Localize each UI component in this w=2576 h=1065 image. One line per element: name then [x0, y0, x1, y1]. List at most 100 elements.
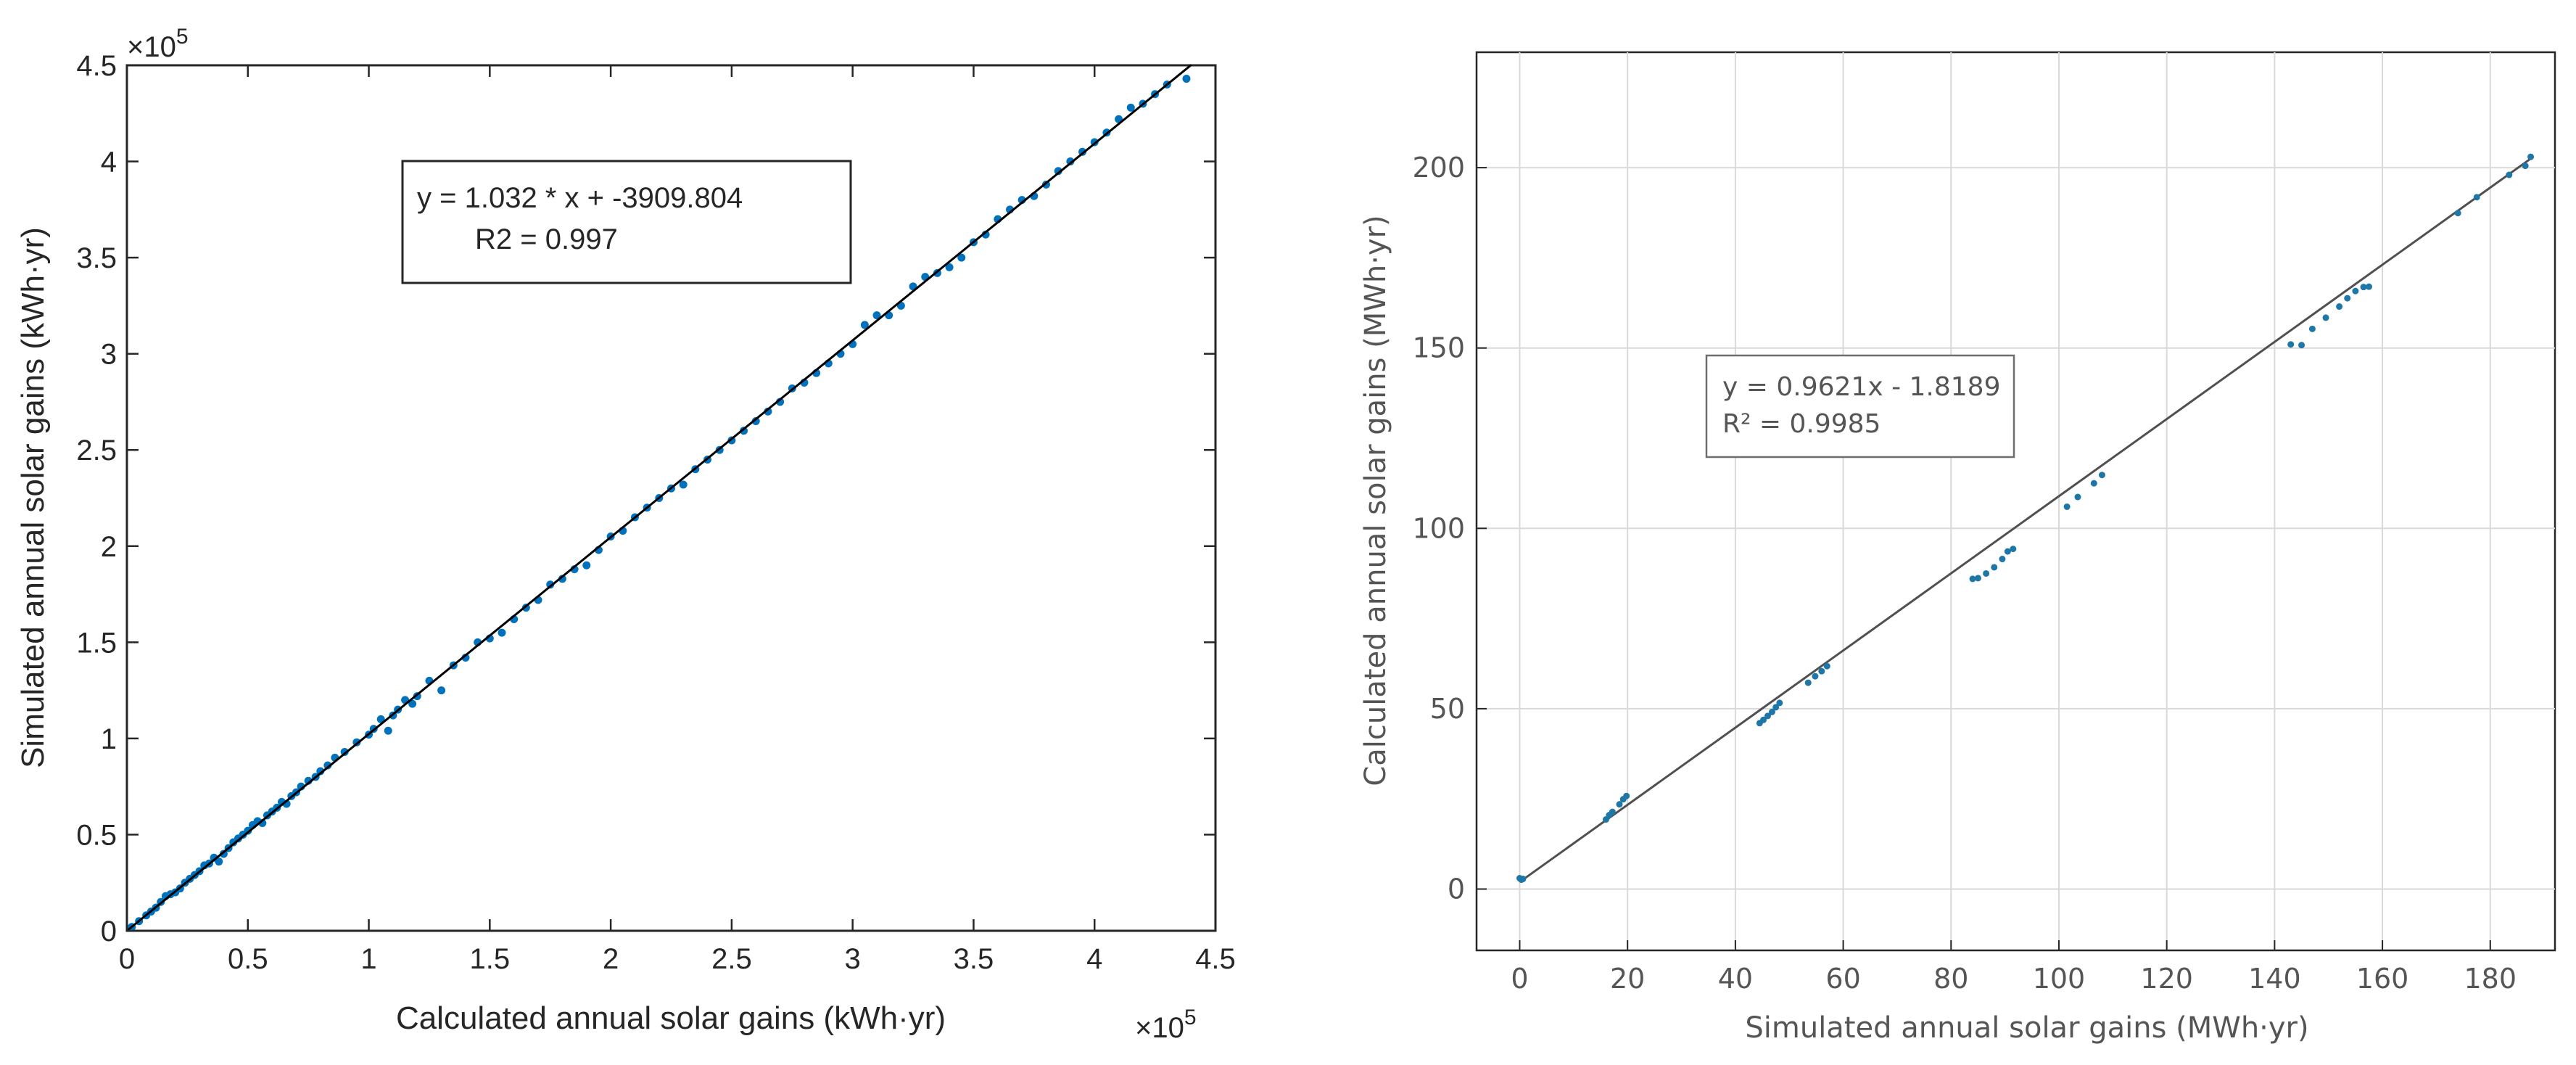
left-data-point [582, 561, 591, 569]
right-data-point [2506, 171, 2513, 178]
right-x-axis-label: Simulated annual solar gains (MWh·yr) [1745, 1011, 2308, 1045]
left-y-tick-label: 1.5 [76, 627, 117, 659]
left-y-tick-label: 0.5 [76, 819, 117, 851]
right-data-point [2298, 342, 2305, 349]
right-data-point [2473, 194, 2480, 201]
right-points-group [1516, 153, 2535, 884]
left-data-point [323, 761, 332, 770]
left-fit-line [126, 64, 1192, 932]
right-data-point [1823, 662, 1830, 670]
right-x-tick-label: 60 [1825, 963, 1860, 995]
left-x-tick-label: 0 [119, 943, 135, 975]
right-ticks-group: 0 20 40 60 80 100 120 140 160 180 0 50 100 150 200 [1412, 152, 2517, 995]
left-y-tick-label: 3.5 [76, 242, 117, 274]
left-y-tick-label: 2.5 [76, 435, 117, 466]
left-x-tick-label: 2.5 [711, 943, 752, 975]
left-y-tick-label: 1 [101, 723, 117, 755]
left-y-tick-label: 0 [101, 916, 117, 947]
left-r2-text: R2 = 0.997 [475, 223, 618, 255]
right-data-point [2336, 303, 2343, 311]
left-data-point [679, 480, 688, 489]
left-y-tick-label: 2 [101, 531, 117, 563]
left-x-tick-label: 4 [1086, 943, 1102, 975]
left-y-axis-label: Simulated annual solar gains (kWh·yr) [15, 227, 51, 768]
right-y-tick-label: 150 [1412, 332, 1465, 364]
right-data-point [1616, 801, 1623, 808]
right-data-point [2004, 548, 2011, 555]
right-y-tick-label: 100 [1412, 512, 1465, 544]
left-data-point [1054, 167, 1062, 176]
left-y-tick-label: 4.5 [76, 50, 117, 82]
right-equation-text: y = 0.9621x - 1.8189 [1722, 372, 2000, 402]
left-x-multiplier: ×105 [1135, 1006, 1197, 1044]
right-data-point [2074, 493, 2081, 501]
left-data-point [215, 858, 223, 866]
left-data-point [546, 580, 555, 589]
right-data-point [1623, 792, 1630, 799]
left-data-point [437, 686, 446, 695]
right-data-point [1999, 556, 2006, 563]
left-equation-text: y = 1.032 * x + -3909.804 [417, 182, 743, 214]
right-r2-text: R² = 0.9985 [1722, 409, 1881, 439]
left-x-axis-label: Calculated annual solar gains (kWh·yr) [396, 1000, 946, 1036]
right-data-point [1818, 667, 1825, 675]
left-data-point [957, 253, 966, 262]
right-data-point [2365, 283, 2372, 290]
right-data-point [2308, 325, 2316, 332]
right-x-tick-label: 0 [1511, 963, 1528, 995]
right-x-tick-label: 40 [1718, 963, 1753, 995]
left-y-multiplier: ×105 [127, 25, 189, 63]
right-y-tick-label: 50 [1430, 693, 1465, 725]
right-data-point [2522, 163, 2529, 170]
right-fit-line [1522, 157, 2532, 881]
left-x-tick-label: 1.5 [470, 943, 511, 975]
left-equation-box [401, 160, 852, 284]
right-y-axis-label: Calculated annual solar gains (MWh·yr) [1359, 215, 1392, 786]
left-data-point [860, 321, 869, 329]
right-equation-box [1705, 354, 2015, 459]
left-x-tick-label: 3 [845, 943, 861, 975]
right-data-point [1772, 704, 1780, 711]
right-chart: 0 20 40 60 80 100 120 140 160 180 0 50 100 150 200 Sim… [1359, 51, 2556, 1045]
left-chart: 0 0.5 1 1.5 2 2.5 3 3.5 4 4.5 0 0.5 1 1.5 2 2.5 3 3.5 4 4.5… [15, 25, 1236, 1044]
right-y-tick-label: 200 [1412, 152, 1465, 184]
right-data-point [1768, 708, 1775, 715]
right-data-point [2344, 295, 2351, 302]
right-data-point [1804, 679, 1812, 686]
right-data-point [2352, 287, 2359, 295]
right-data-point [2454, 210, 2461, 217]
left-x-tick-label: 3.5 [954, 943, 994, 975]
right-x-tick-label: 140 [2248, 963, 2301, 995]
left-data-point [1182, 75, 1191, 83]
right-data-point [1974, 575, 1981, 582]
right-x-tick-label: 100 [2033, 963, 2086, 995]
right-y-tick-label: 0 [1448, 873, 1465, 905]
right-data-point [2010, 546, 2017, 553]
left-data-point [945, 263, 954, 271]
right-data-point [1969, 575, 1976, 583]
left-x-tick-label: 4.5 [1195, 943, 1236, 975]
right-data-point [2090, 480, 2097, 487]
left-x-tick-label: 2 [603, 943, 619, 975]
right-data-point [2063, 503, 2071, 510]
left-data-point [384, 726, 392, 735]
right-data-point [1776, 699, 1783, 707]
right-x-tick-label: 180 [2464, 963, 2517, 995]
left-data-point [219, 850, 228, 858]
right-grid-group [1477, 52, 2555, 950]
right-x-tick-label: 160 [2356, 963, 2409, 995]
left-data-point [872, 311, 881, 320]
right-data-point [1812, 673, 1819, 680]
right-plot-frame [1475, 51, 2556, 952]
left-data-point [1126, 103, 1135, 112]
right-data-point [1760, 716, 1767, 723]
left-x-tick-label: 1 [360, 943, 376, 975]
left-y-tick-label: 3 [101, 339, 117, 371]
right-data-point [1991, 564, 1998, 571]
left-data-point [316, 767, 325, 776]
right-x-tick-label: 120 [2140, 963, 2193, 995]
right-data-point [1983, 569, 1990, 577]
right-data-point [2527, 153, 2535, 160]
right-data-point [2287, 341, 2295, 348]
left-ticks-group: 0 0.5 1 1.5 2 2.5 3 3.5 4 4.5 0 0.5 1 1.5 2 2.5 3 3.5 4 4.5 [76, 50, 1235, 975]
